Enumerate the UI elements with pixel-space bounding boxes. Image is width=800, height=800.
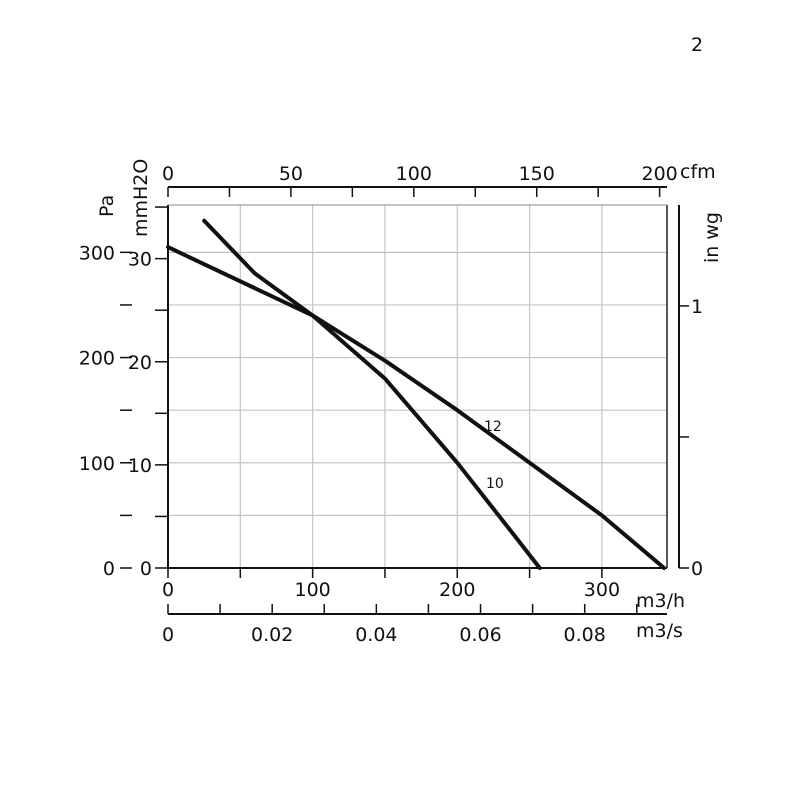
tick-label-x-top: 100: [396, 163, 432, 185]
x-top-unit-label: cfm: [680, 161, 716, 183]
tick-label-x-bottom2: 0.02: [251, 624, 293, 646]
curve-series-12: [166, 245, 667, 570]
tick-label-x-bottom2: 0: [162, 624, 174, 646]
tick-label-x-bottom2: 0.08: [564, 624, 606, 646]
tick-label-x-top: 150: [519, 163, 555, 185]
ticks: [120, 187, 689, 614]
tick-label-y-left2: 10: [128, 455, 152, 477]
tick-label-y-left2: 20: [128, 352, 152, 374]
tick-label-y-right: 2: [691, 34, 703, 56]
tick-label-x-top: 200: [641, 163, 677, 185]
tick-label-y-right: 1: [691, 296, 703, 318]
x-bottom2-unit-label: m3/s: [636, 620, 683, 642]
series-label-12: 12: [484, 419, 502, 435]
tick-label-y-left2: 0: [140, 558, 152, 580]
tick-label-x-top: 50: [279, 163, 303, 185]
tick-label-y-left: 200: [79, 348, 115, 370]
tick-label-y-left: 300: [79, 242, 115, 264]
tick-label-y-left: 100: [79, 453, 115, 475]
tick-label-x-bottom: 300: [584, 579, 620, 601]
x-bottom-unit-label: m3/h: [636, 590, 685, 612]
tick-label-y-right: 0: [691, 558, 703, 580]
tick-label-x-bottom: 100: [295, 579, 331, 601]
tick-label-x-bottom: 200: [439, 579, 475, 601]
tick-label-x-bottom: 0: [162, 579, 174, 601]
tick-label-x-bottom2: 0.04: [355, 624, 397, 646]
curve-series-10: [202, 218, 542, 570]
y-right-unit-label: in wg: [701, 212, 723, 263]
series-label-10: 10: [486, 476, 504, 492]
tick-label-y-left2: 30: [128, 249, 152, 271]
axes: [167, 186, 680, 615]
y-left2-unit-label: mmH2O: [130, 159, 152, 237]
y-left-unit-label: Pa: [96, 195, 118, 217]
grid: [168, 205, 667, 568]
tick-label-y-left: 0: [103, 558, 115, 580]
tick-label-x-bottom2: 0.06: [459, 624, 501, 646]
tick-label-x-top: 0: [162, 163, 174, 185]
curves: [166, 218, 667, 570]
